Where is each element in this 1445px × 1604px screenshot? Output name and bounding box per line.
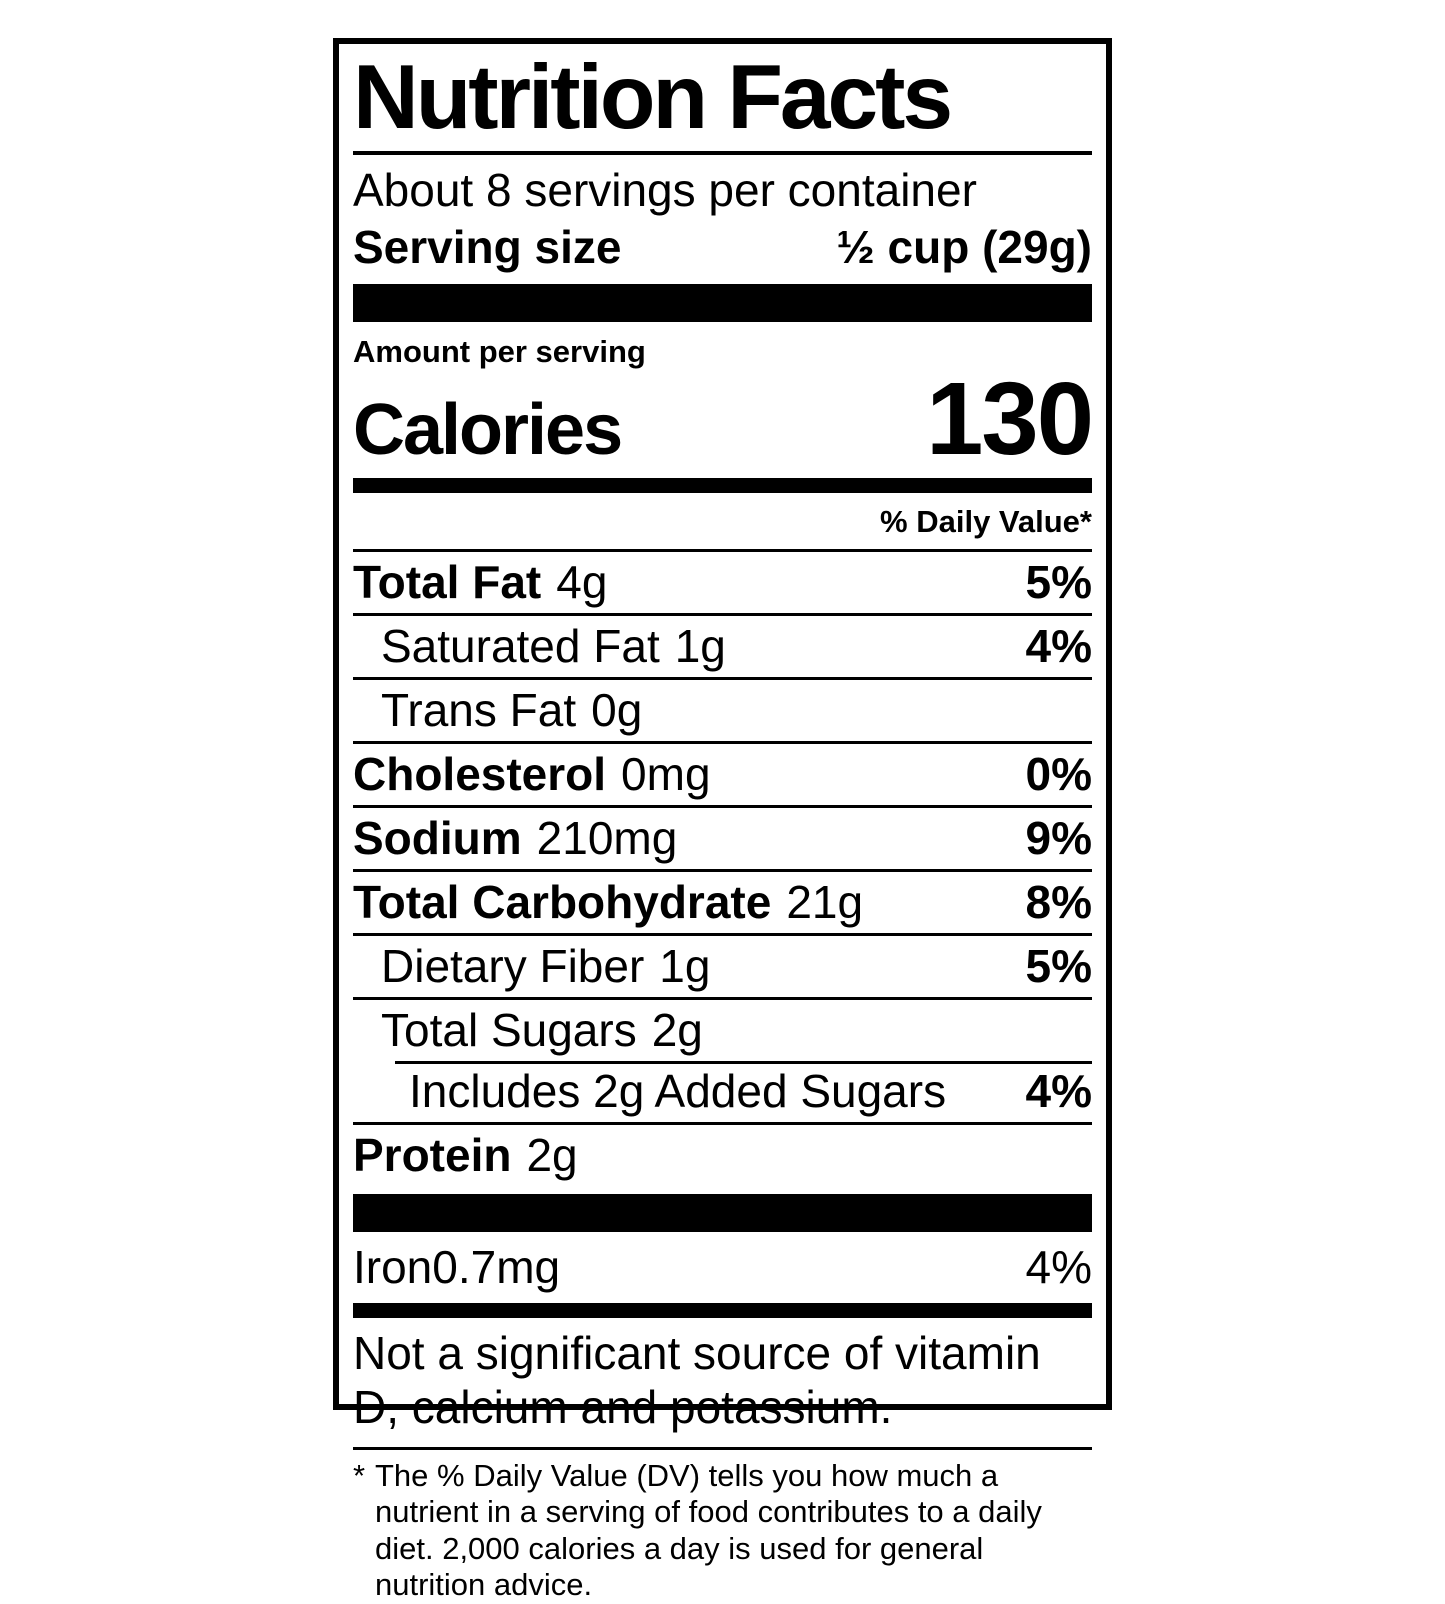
nutrient-amount: 21g	[786, 876, 864, 929]
row-iron: Iron 0.7mg 4%	[353, 1232, 1092, 1303]
nutrient-dv: 4%	[1025, 620, 1092, 673]
nutrient-name: Cholesterol	[353, 748, 607, 801]
calories-label: Calories	[353, 389, 623, 470]
nutrient-name: Iron	[353, 1241, 433, 1294]
nutrient-name: Total Fat	[353, 556, 542, 609]
nutrient-dv: 4%	[1025, 1241, 1092, 1294]
nutrient-name: Saturated Fat	[381, 620, 660, 673]
row-total-sugars: Total Sugars 2g	[353, 997, 1092, 1061]
nutrient-amount: 210mg	[536, 812, 678, 865]
nutrient-amount: 1g	[674, 620, 726, 673]
separator-bar-medium-calories	[353, 478, 1092, 494]
title-rule	[353, 150, 1092, 155]
serving-size-row: Serving size ½ cup (29g)	[353, 221, 1092, 274]
row-sodium: Sodium 210mg 9%	[353, 805, 1092, 869]
nutrient-name: Protein	[353, 1129, 512, 1182]
nutrient-amount: 0g	[591, 684, 643, 737]
row-saturated-fat: Saturated Fat 1g 4%	[353, 613, 1092, 677]
footnote-marker: *	[353, 1457, 366, 1493]
nutrient-name: Total Carbohydrate	[353, 876, 772, 929]
nutrient-dv: 5%	[1025, 556, 1092, 609]
nutrient-dv: 9%	[1025, 812, 1092, 865]
footnote-text: The % Daily Value (DV) tells you how muc…	[375, 1457, 1042, 1603]
nutrition-facts-label: Nutrition Facts About 8 servings per con…	[333, 38, 1112, 1602]
separator-bar-thick-bottom	[353, 1194, 1092, 1233]
calories-value: 130	[926, 360, 1094, 476]
calories-row: Calories 130	[353, 360, 1094, 476]
serving-size-value: ½ cup (29g)	[836, 221, 1092, 274]
footnote-rule	[353, 1446, 1092, 1450]
row-cholesterol: Cholesterol 0mg 0%	[353, 741, 1092, 805]
row-trans-fat: Trans Fat 0g	[353, 677, 1092, 741]
separator-bar-medium-iron	[353, 1303, 1092, 1319]
nutrient-amount: 4g	[556, 556, 608, 609]
amount-per-serving-label: Amount per serving	[353, 333, 646, 369]
nutrient-amount: 2g	[651, 1004, 703, 1057]
row-total-carbohydrate: Total Carbohydrate 21g 8%	[353, 869, 1092, 933]
row-total-fat: Total Fat 4g 5%	[353, 549, 1092, 613]
nutrient-dv: 5%	[1025, 940, 1092, 993]
footnote: * The % Daily Value (DV) tells you how m…	[353, 1458, 1092, 1604]
nutrient-amount: 0mg	[621, 748, 711, 801]
nutrient-amount: 1g	[659, 940, 711, 993]
servings-per-container: About 8 servings per container	[353, 163, 977, 216]
not-significant-note: Not a significant source of vitamin D, c…	[353, 1327, 1041, 1434]
row-added-sugars: Includes 2g Added Sugars 4%	[353, 1061, 1092, 1122]
label-title: Nutrition Facts	[353, 47, 953, 148]
row-protein: Protein 2g	[353, 1122, 1092, 1186]
nutrient-name: Dietary Fiber	[381, 940, 645, 993]
nutrient-name: Sodium	[353, 812, 522, 865]
nutrient-name: Total Sugars	[381, 1004, 637, 1057]
nutrient-amount: 0.7mg	[432, 1241, 561, 1294]
nutrient-rows: Total Fat 4g 5% Saturated Fat 1g 4% Tran…	[353, 549, 1092, 1186]
serving-size-label: Serving size	[353, 221, 622, 274]
row-dietary-fiber: Dietary Fiber 1g 5%	[353, 933, 1092, 997]
nutrient-name: Trans Fat	[381, 684, 577, 737]
nutrient-amount: 2g	[526, 1129, 578, 1182]
nutrient-dv: 0%	[1025, 748, 1092, 801]
separator-bar-thick-top	[353, 283, 1092, 322]
nutrient-dv: 8%	[1025, 876, 1092, 929]
nutrient-name: Includes 2g Added Sugars	[409, 1065, 947, 1118]
nutrient-dv: 4%	[1025, 1065, 1092, 1118]
daily-value-header: % Daily Value*	[880, 504, 1092, 540]
